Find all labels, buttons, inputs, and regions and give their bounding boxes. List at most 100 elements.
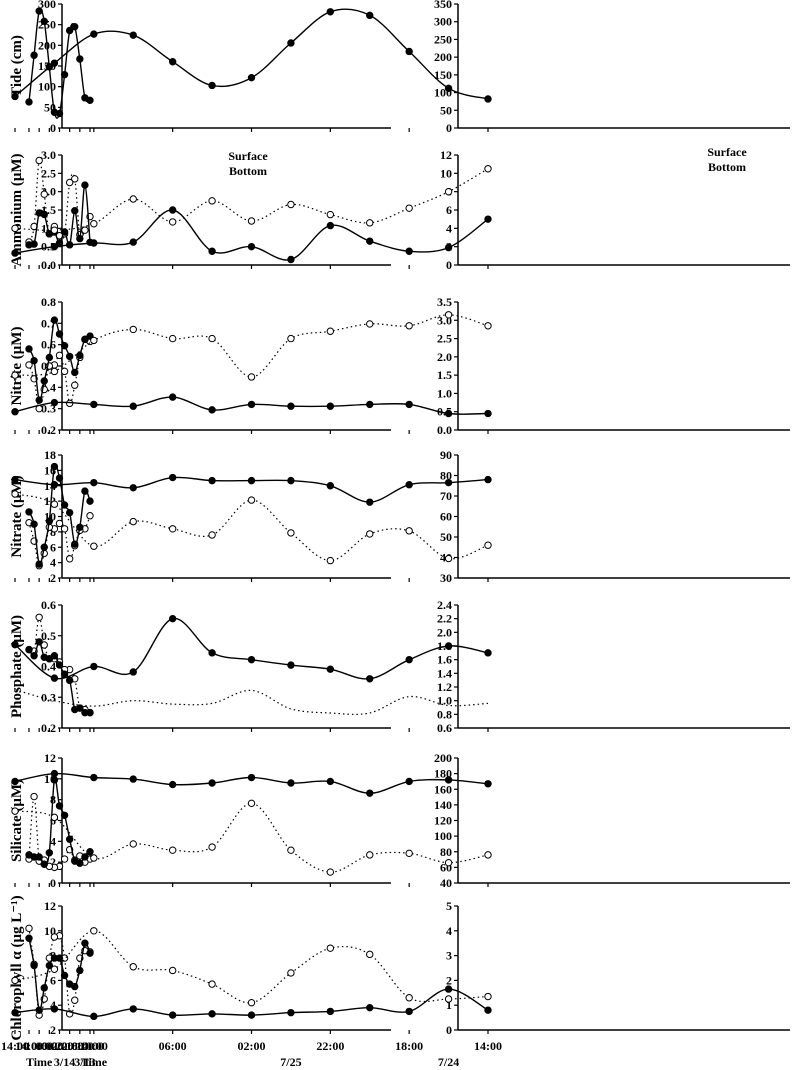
data-point-bottom — [60, 367, 69, 376]
data-point-bottom — [484, 992, 492, 1001]
y-tick-label: 0.8 — [437, 707, 452, 721]
data-point-tide — [40, 17, 48, 26]
data-point-surface — [50, 462, 59, 471]
data-point-surface — [50, 674, 59, 682]
y-tick-label: 300 — [434, 15, 452, 29]
y-tick-label: 12 — [440, 148, 452, 162]
data-point-surface — [45, 849, 54, 857]
data-point-surface — [50, 481, 59, 489]
data-point-surface — [405, 481, 413, 489]
legend-bottom-label: Bottom — [229, 164, 267, 178]
data-point-tide — [326, 8, 335, 16]
x-tick-label: 18:00 — [66, 1039, 94, 1053]
data-point-surface — [60, 811, 69, 819]
data-point-bottom — [208, 531, 216, 539]
data-point-surface — [287, 255, 295, 264]
data-point-bottom — [208, 334, 216, 343]
data-point-surface — [25, 645, 33, 654]
data-point-bottom — [484, 322, 492, 330]
data-point-surface — [444, 642, 453, 650]
data-point-bottom — [208, 843, 216, 851]
chart-panel-tide-left: 050100150200250300Tide (cm) — [9, 0, 391, 135]
data-point-surface — [208, 406, 216, 414]
y-tick-label: 0 — [446, 121, 452, 135]
data-point-bottom — [55, 351, 64, 360]
data-point-surface — [484, 1006, 492, 1014]
data-point-bottom — [81, 226, 89, 234]
data-point-surface — [40, 860, 48, 868]
y-tick-label: 300 — [38, 0, 56, 11]
y-tick-label: 120 — [434, 814, 452, 828]
y-tick-label: 0 — [446, 1023, 452, 1037]
y-tick-label: 140 — [434, 798, 452, 812]
y-tick-label: 70 — [440, 489, 452, 503]
data-point-surface — [81, 939, 89, 947]
data-point-bottom — [60, 855, 69, 863]
data-point-surface — [405, 247, 413, 255]
chart-panels: 050100150200250300Tide (cm)0501001502002… — [9, 0, 790, 1041]
y-tick-label: 150 — [434, 68, 452, 82]
data-point-tide — [366, 11, 374, 20]
data-point-surface — [86, 848, 94, 856]
data-point-surface — [247, 242, 256, 251]
data-point-surface — [484, 649, 492, 657]
chart-panel-silicate-left: 024681012Silicate (μM) — [9, 751, 391, 890]
data-point-bottom — [366, 530, 374, 538]
x-tick-label: 14:00 — [474, 1039, 502, 1053]
y-tick-label: 50 — [440, 530, 452, 544]
y-tick-label: 2.0 — [437, 350, 452, 364]
data-point-surface — [45, 517, 54, 525]
data-point-bottom — [25, 361, 33, 369]
data-point-surface — [247, 476, 256, 485]
data-point-surface — [65, 980, 74, 988]
data-point-tide — [50, 108, 59, 116]
y-tick-label: 5 — [446, 899, 452, 913]
data-point-surface — [40, 543, 48, 551]
data-point-surface — [405, 400, 413, 409]
data-point-tide — [247, 73, 256, 82]
data-point-surface — [50, 316, 59, 324]
y-tick-label: 1.4 — [437, 666, 452, 680]
data-point-bottom — [247, 799, 256, 808]
y-tick-label: 6 — [50, 540, 56, 554]
y-tick-label: 2 — [50, 855, 56, 869]
data-point-surface — [247, 655, 256, 664]
data-point-bottom — [405, 849, 413, 858]
y-tick-label: 160 — [434, 782, 452, 796]
y-tick-label: 3 — [446, 949, 452, 963]
data-point-surface — [86, 949, 94, 957]
data-point-surface — [71, 540, 79, 548]
y-tick-label: 1.2 — [437, 680, 452, 694]
y-tick-label: 4 — [50, 556, 56, 570]
data-point-surface — [40, 984, 48, 992]
data-point-bottom — [287, 334, 295, 343]
data-point-tide — [60, 70, 69, 79]
date-label: 3/14 — [54, 1055, 75, 1069]
chart-panel-nitrate-left: 24681012141618Nitrate (μM) — [9, 448, 391, 585]
y-tick-label: 6 — [50, 973, 56, 987]
y-tick-label: 0.0 — [437, 423, 452, 437]
data-point-surface — [81, 853, 89, 861]
data-point-bottom — [287, 846, 295, 854]
data-point-surface — [25, 851, 33, 859]
data-point-bottom — [366, 219, 374, 227]
data-point-bottom — [247, 999, 256, 1007]
x-axis-labels-right: 14:0018:0022:0002:0006:0010:0014:007/247… — [1, 1039, 502, 1069]
x-tick-label: 18:00 — [395, 1039, 423, 1053]
data-point-surface — [287, 1008, 295, 1017]
series-line-surface — [14, 617, 489, 680]
x-tick-label: 22:00 — [56, 1039, 84, 1053]
y-tick-label: 2.0 — [437, 625, 452, 639]
x-tick-label: 14:00 — [15, 1039, 43, 1053]
y-tick-label: 0.5 — [41, 629, 56, 643]
data-point-bottom — [129, 195, 137, 203]
y-tick-label: 10 — [440, 166, 452, 180]
y-axis-label: Tide (cm) — [9, 35, 25, 97]
y-tick-label: 12 — [44, 751, 56, 765]
data-point-bottom — [90, 220, 98, 228]
data-point-surface — [65, 835, 74, 843]
data-point-surface — [71, 857, 79, 865]
time-axis-label: Time — [26, 1055, 53, 1069]
data-point-bottom — [287, 529, 295, 537]
data-point-bottom — [50, 226, 59, 234]
